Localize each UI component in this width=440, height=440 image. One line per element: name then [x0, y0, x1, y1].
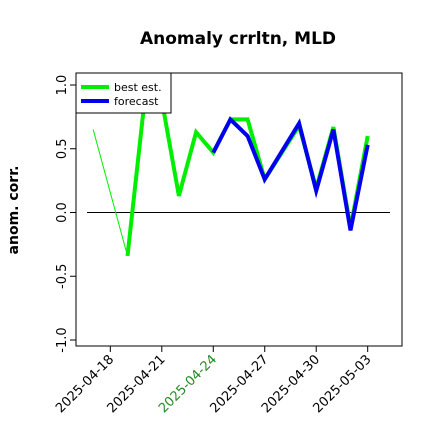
legend-box: [75, 72, 172, 114]
series-layer: [92, 98, 370, 257]
y-axis-label: anom. corr.: [6, 166, 22, 255]
series-line-best-est-thin: [92, 129, 128, 257]
legend-label-best-est: best est.: [114, 81, 162, 94]
y-tick-label: -1.0: [55, 327, 70, 352]
y-tick-label: 0.0: [55, 202, 70, 223]
y-tick-label: 1.0: [55, 75, 70, 96]
legend: best est. forecast: [75, 72, 172, 114]
y-axis: -1.0 -0.5 0.0 0.5 1.0: [55, 75, 76, 353]
y-tick-label: -0.5: [55, 264, 70, 289]
legend-label-forecast: forecast: [114, 95, 159, 108]
chart-title: Anomaly crrltn, MLD: [140, 29, 336, 49]
x-axis: 2025-04-182025-04-212025-04-242025-04-27…: [53, 346, 375, 416]
series-line-forecast: [211, 116, 370, 231]
y-tick-label: 0.5: [55, 138, 70, 159]
